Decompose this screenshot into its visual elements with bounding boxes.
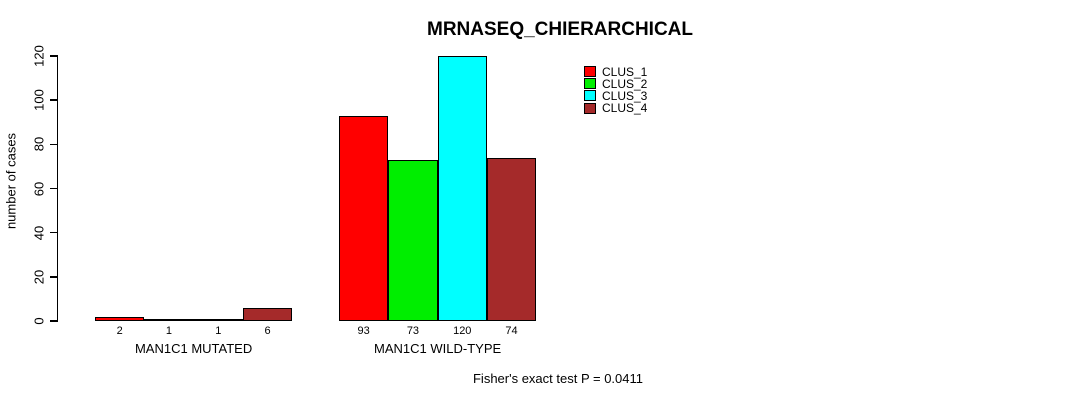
y-axis-tick: [49, 55, 57, 57]
y-tick-label: 0: [31, 317, 47, 325]
chart-title: MRNASEQ_CHIERARCHICAL: [426, 19, 694, 40]
bar-value-label: 1: [215, 325, 222, 337]
legend-swatch-clus_2: [584, 78, 596, 90]
legend-swatch-clus_4: [584, 102, 596, 114]
annotation-text: Fisher's exact test P = 0.0411: [472, 371, 644, 386]
bar-value-label: 1: [165, 325, 172, 337]
bar-value-label: 6: [264, 325, 271, 337]
legend-swatch-clus_1: [584, 66, 596, 77]
bar-clus_2-group2: [388, 159, 438, 321]
y-axis-tick: [49, 231, 57, 234]
bar-value-label: 73: [406, 325, 420, 337]
bar-clus_4-group1: [242, 307, 293, 321]
y-axis-tick: [49, 320, 57, 322]
bar-clus_3-group2: [437, 56, 487, 321]
y-tick-label: 20: [31, 269, 47, 285]
x-category-label: MAN1C1 WILD-TYPE: [374, 341, 502, 356]
bar-clus_2-group1: [144, 318, 194, 321]
y-axis-tick: [49, 276, 57, 278]
y-axis-tick: [49, 99, 57, 101]
bar-clus_3-group1: [193, 318, 243, 321]
bar-value-label: 74: [505, 325, 518, 337]
y-tick-label: 60: [31, 181, 47, 196]
legend-label-clus_2: CLUS_2: [602, 76, 648, 91]
bar-value-label: 2: [116, 325, 123, 337]
y-tick-label: 100: [31, 89, 47, 112]
legend-label-clus_1: CLUS_1: [602, 64, 648, 79]
y-axis-line: [56, 55, 58, 322]
legend-swatch-clus_3: [584, 90, 596, 102]
legend-label-clus_3: CLUS_3: [602, 88, 648, 103]
legend-label-clus_4: CLUS_4: [602, 101, 648, 116]
y-axis-tick: [49, 143, 57, 146]
bar-clus_1-group1: [95, 316, 145, 321]
y-tick-label: 120: [31, 45, 47, 67]
bar-value-label: 120: [453, 325, 472, 337]
bar-clus_1-group2: [339, 115, 389, 321]
x-category-label: MAN1C1 MUTATED: [134, 341, 253, 356]
y-tick-label: 80: [31, 137, 47, 152]
y-axis-tick: [49, 187, 57, 190]
y-tick-label: 40: [31, 225, 47, 240]
bar-clus_4-group2: [486, 157, 537, 321]
bar-value-label: 93: [357, 325, 370, 337]
